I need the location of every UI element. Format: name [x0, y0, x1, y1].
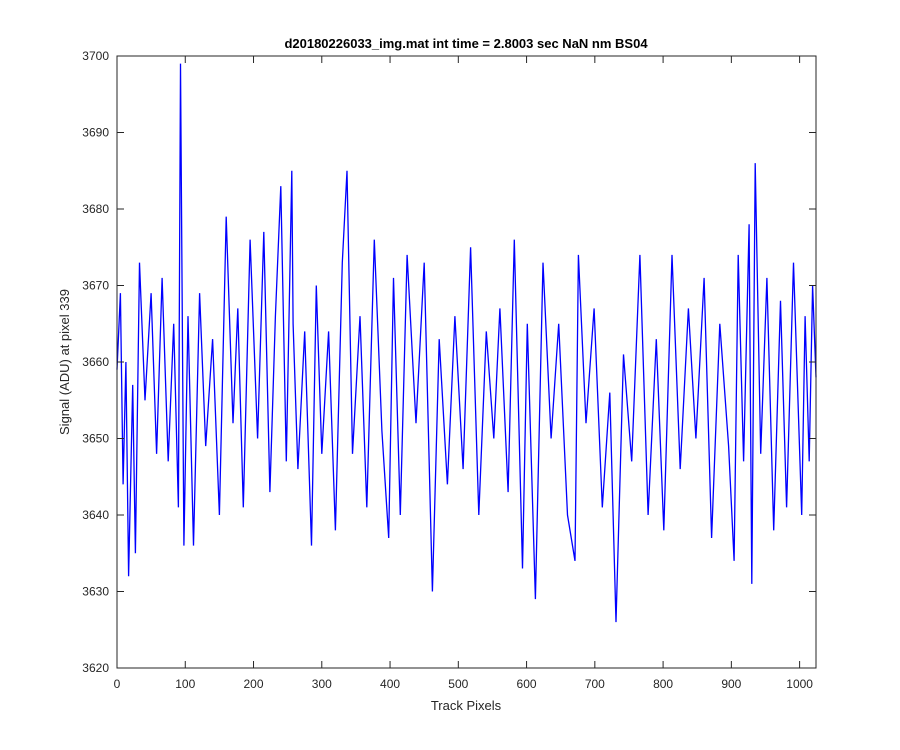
y-tick-label: 3630	[82, 585, 109, 599]
y-tick-label: 3670	[82, 279, 109, 293]
x-tick-label: 800	[653, 677, 673, 691]
y-tick-label: 3680	[82, 202, 109, 216]
x-tick-label: 500	[448, 677, 468, 691]
y-tick-label: 3700	[82, 49, 109, 63]
x-tick-label: 900	[721, 677, 741, 691]
y-tick-label: 3650	[82, 432, 109, 446]
series-layer	[116, 63, 817, 623]
y-tick-label: 3690	[82, 126, 109, 140]
y-tick-label: 3620	[82, 661, 109, 675]
x-tick-label: 0	[114, 677, 121, 691]
y-tick-label: 3640	[82, 508, 109, 522]
series-line-0	[116, 63, 817, 623]
x-tick-label: 600	[517, 677, 537, 691]
x-tick-label: 100	[175, 677, 195, 691]
x-tick-label: 300	[312, 677, 332, 691]
chart-title: d20180226033_img.mat int time = 2.8003 s…	[284, 36, 648, 51]
x-tick-label: 700	[585, 677, 605, 691]
y-tick-label: 3660	[82, 355, 109, 369]
x-tick-label: 1000	[786, 677, 813, 691]
x-axis-label: Track Pixels	[431, 698, 502, 713]
axes-layer: 0 100 200 300 400 500 600 700 800 900 1000 3620 3630…	[82, 49, 817, 691]
x-tick-label: 200	[244, 677, 264, 691]
y-axis-label: Signal (ADU) at pixel 339	[57, 289, 72, 435]
x-tick-label: 400	[380, 677, 400, 691]
